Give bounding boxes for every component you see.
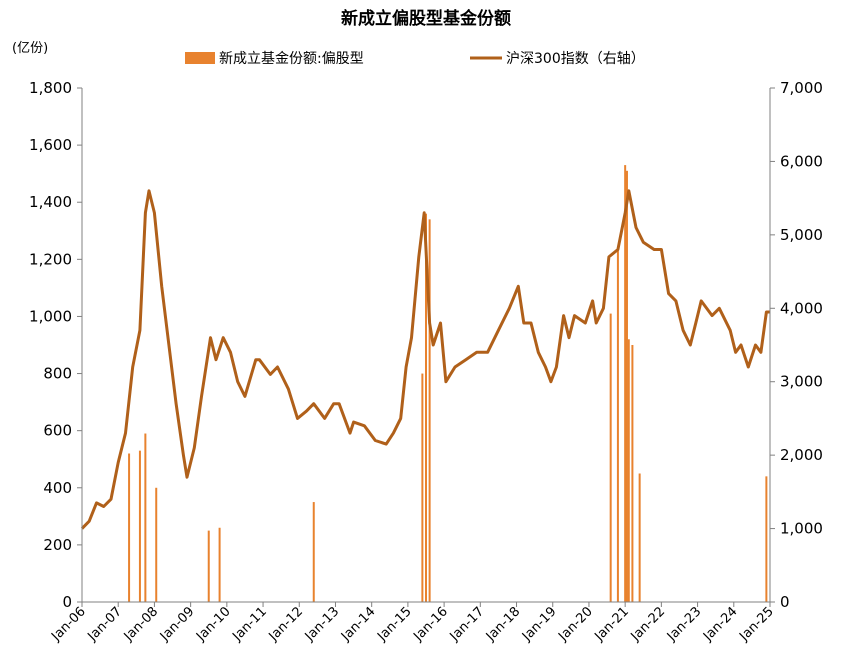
bar xyxy=(627,339,630,602)
left-tick-label: 600 xyxy=(43,422,72,440)
x-tick-label: Jan-16 xyxy=(410,604,451,645)
legend-label-bar: 新成立基金份额:偏股型 xyxy=(219,50,364,67)
left-tick-label: 1,000 xyxy=(29,307,72,325)
left-axis-unit: (亿份) xyxy=(12,41,48,56)
right-tick-label: 3,000 xyxy=(780,373,823,391)
right-tick-label: 4,000 xyxy=(780,299,823,317)
left-tick-label: 1,600 xyxy=(29,136,72,154)
x-tick-label: Jan-21 xyxy=(591,604,632,645)
bar xyxy=(638,473,641,602)
bar xyxy=(144,433,147,602)
bar xyxy=(609,313,612,602)
bar xyxy=(207,530,210,602)
bar xyxy=(625,170,628,603)
bar xyxy=(421,373,424,602)
legend: 新成立基金份额:偏股型 沪深300指数（右轴） xyxy=(185,50,645,67)
x-tick-label: Jan-08 xyxy=(121,604,162,645)
bar-series xyxy=(128,165,768,603)
bar xyxy=(312,502,315,602)
bar xyxy=(138,450,141,602)
x-tick-label: Jan-20 xyxy=(555,604,596,645)
bar xyxy=(616,247,619,602)
bar xyxy=(128,453,131,602)
x-tick-label: Jan-24 xyxy=(700,604,741,645)
bar xyxy=(425,213,427,602)
right-tick-label: 5,000 xyxy=(780,226,823,244)
right-tick-label: 0 xyxy=(780,593,790,611)
index-line xyxy=(80,189,770,530)
x-tick-label: Jan-25 xyxy=(736,604,777,645)
right-tick-label: 2,000 xyxy=(780,446,823,464)
x-tick-label: Jan-13 xyxy=(302,604,343,645)
legend-swatch-bar xyxy=(185,52,215,64)
x-tick-label: Jan-11 xyxy=(229,604,270,645)
line-series xyxy=(80,189,770,530)
x-tick-label: Jan-22 xyxy=(628,604,669,645)
x-tick-label: Jan-09 xyxy=(157,604,198,645)
legend-label-line: 沪深300指数（右轴） xyxy=(506,51,645,67)
right-tick-label: 1,000 xyxy=(780,520,823,538)
bar xyxy=(428,219,431,602)
right-tick-label: 7,000 xyxy=(780,79,823,97)
x-tick-label: Jan-12 xyxy=(266,604,307,645)
left-tick-label: 1,800 xyxy=(29,79,72,97)
bar xyxy=(765,476,768,602)
bar xyxy=(155,487,158,602)
left-tick-label: 0 xyxy=(62,593,72,611)
x-tick-label: Jan-10 xyxy=(193,604,234,645)
x-tick-label: Jan-18 xyxy=(483,604,524,645)
left-tick-label: 800 xyxy=(43,365,72,383)
right-tick-label: 6,000 xyxy=(780,152,823,170)
bar xyxy=(631,345,634,602)
chart-title: 新成立偏股型基金份额 xyxy=(341,8,511,29)
left-tick-label: 200 xyxy=(43,536,72,554)
x-tick-label: Jan-14 xyxy=(338,604,379,645)
x-tick-label: Jan-07 xyxy=(85,604,126,645)
left-tick-label: 1,200 xyxy=(29,250,72,268)
bar xyxy=(218,527,221,602)
left-tick-label: 400 xyxy=(43,479,72,497)
left-tick-label: 1,400 xyxy=(29,193,72,211)
bar xyxy=(624,165,627,602)
x-tick-label: Jan-17 xyxy=(447,604,488,645)
x-tick-label: Jan-15 xyxy=(374,604,415,645)
x-tick-label: Jan-23 xyxy=(664,604,705,645)
x-tick-label: Jan-19 xyxy=(519,604,560,645)
